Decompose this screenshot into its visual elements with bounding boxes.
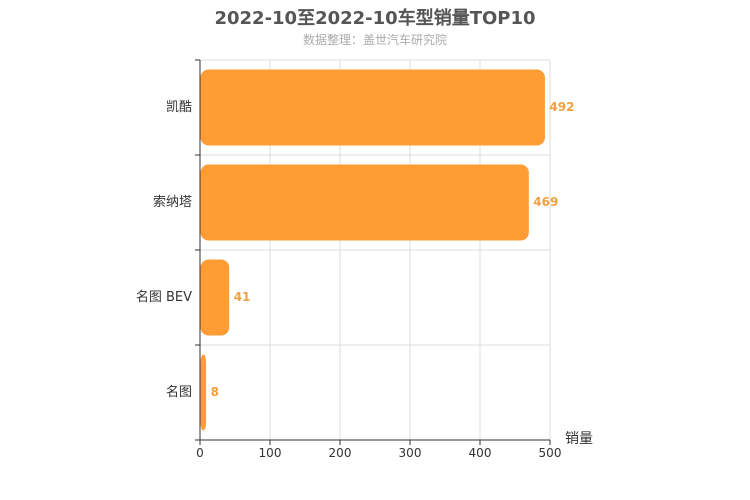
- x-tick-label: 500: [539, 446, 562, 460]
- bar-value-label: 469: [533, 195, 558, 209]
- x-tick-label: 100: [259, 446, 282, 460]
- x-tick-label: 0: [196, 446, 204, 460]
- y-tick-label: 名图 BEV: [136, 289, 192, 305]
- y-tick-label: 凯酷: [166, 100, 192, 115]
- bar-value-label: 492: [549, 100, 574, 114]
- y-tick-label: 名图: [166, 384, 192, 400]
- bar: [200, 164, 529, 241]
- x-tick-label: 200: [329, 446, 352, 460]
- y-tick-label: 索纳塔: [153, 195, 192, 210]
- bar: [200, 354, 207, 431]
- bar: [200, 259, 230, 336]
- x-axis-label: 销量: [565, 431, 593, 447]
- chart-title: 2022-10至2022-10车型销量TOP10: [214, 8, 536, 29]
- bar: [200, 69, 545, 146]
- bar-value-label: 8: [211, 385, 219, 399]
- chart-subtitle: 数据整理：盖世汽车研究院: [302, 33, 447, 47]
- x-tick-label: 300: [399, 446, 422, 460]
- bar-value-label: 41: [234, 290, 251, 304]
- x-tick-label: 400: [469, 446, 492, 460]
